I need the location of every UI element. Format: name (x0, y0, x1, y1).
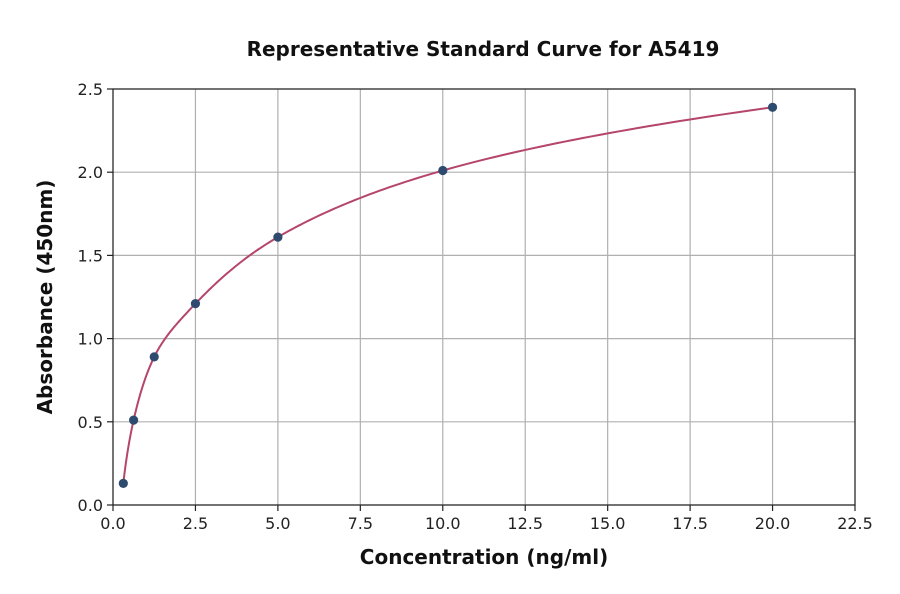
x-tick-label: 5.0 (265, 514, 290, 533)
y-tick-label: 1.0 (78, 330, 103, 349)
data-point (273, 232, 283, 242)
y-tick-label: 2.5 (78, 80, 103, 99)
y-tick-label: 2.0 (78, 163, 103, 182)
y-tick-label: 1.5 (78, 246, 103, 265)
data-point (129, 415, 139, 425)
x-tick-label: 20.0 (755, 514, 791, 533)
fit-curve (122, 106, 773, 484)
data-point (438, 165, 448, 176)
x-tick-label: 12.5 (507, 514, 543, 533)
x-axis-ticks: 0.0 2.5 5.0 7.5 10.0 12.5 15.0 17.5 20.0 22.5 (100, 505, 873, 533)
data-point (118, 478, 128, 488)
data-point (190, 299, 201, 309)
y-tick-label: 0.0 (78, 496, 103, 515)
y-tick-label: 0.5 (78, 413, 103, 432)
y-axis-label: Absorbance (450nm) (33, 180, 57, 415)
x-tick-label: 22.5 (837, 514, 873, 533)
plot-frame (112, 88, 856, 506)
x-tick-label: 15.0 (590, 514, 626, 533)
x-tick-label: 10.0 (425, 514, 461, 533)
grid-lines (112, 88, 856, 506)
x-tick-label: 0.0 (100, 514, 125, 533)
data-point (767, 102, 778, 112)
y-axis-ticks: 0.0 0.5 1.0 1.5 2.0 2.5 (78, 80, 113, 515)
x-tick-label: 2.5 (183, 514, 208, 533)
x-tick-label: 17.5 (672, 514, 708, 533)
data-point (149, 352, 159, 362)
data-points-layer (118, 102, 778, 488)
chart-title: Representative Standard Curve for A5419 (247, 37, 720, 61)
x-tick-label: 7.5 (348, 514, 373, 533)
fit-curve-layer (122, 106, 773, 484)
x-axis-label: Concentration (ng/ml) (360, 545, 608, 569)
